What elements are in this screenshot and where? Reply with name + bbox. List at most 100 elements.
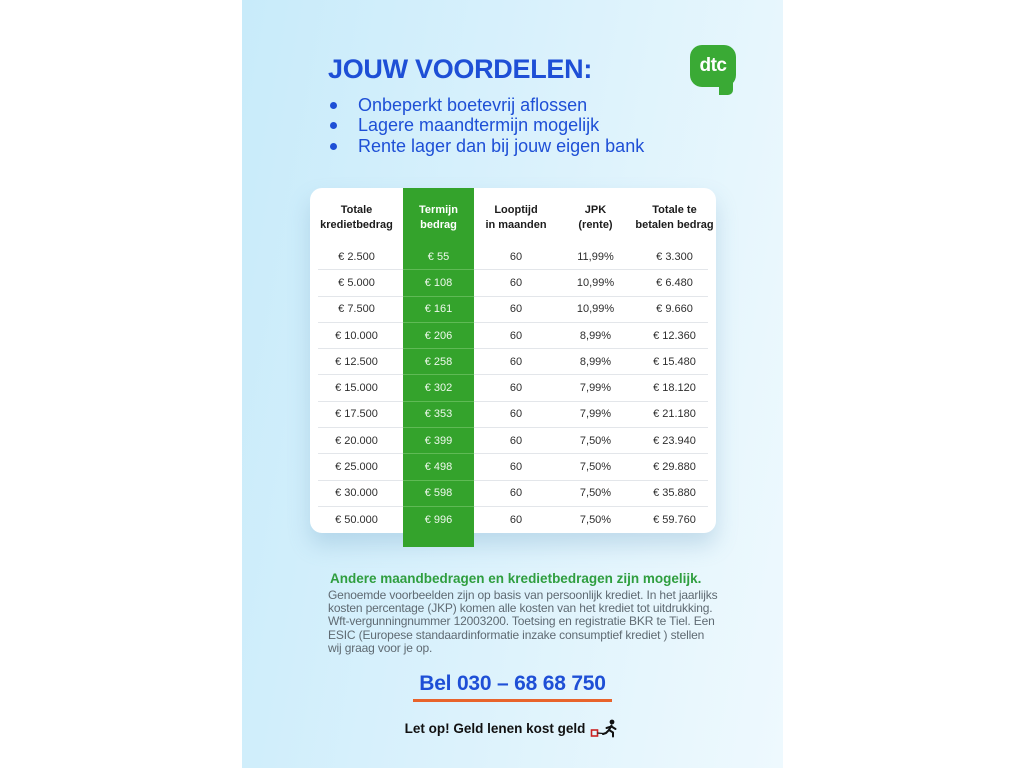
row-separator <box>318 400 708 402</box>
cell-kredietbedrag: € 12.500 <box>335 355 378 368</box>
cell-jpk: 8,99% <box>579 355 612 368</box>
cell-looptijd: 60 <box>509 250 523 263</box>
benefit-item: Onbeperkt boetevrij aflossen <box>330 95 644 116</box>
header-line: in maanden <box>485 219 547 231</box>
table-row: € 7.500 € 161 60 10,99% € 9.660 <box>310 297 716 322</box>
cell-termijnbedrag: € 206 <box>424 329 453 342</box>
cell-looptijd: 60 <box>509 487 523 500</box>
loan-rates-table: Totale kredietbedrag Termijn bedrag Loop… <box>310 188 716 547</box>
cell-kredietbedrag: € 2.500 <box>338 250 375 263</box>
table-row: € 20.000 € 399 60 7,50% € 23.940 <box>310 428 716 453</box>
cell-kredietbedrag: € 30.000 <box>335 487 378 500</box>
cell-termijnbedrag: € 399 <box>424 434 453 447</box>
credit-warning-row: Let op! Geld lenen kost geld <box>242 719 783 738</box>
row-separator <box>318 427 708 429</box>
cell-totaal: € 9.660 <box>656 303 693 316</box>
cell-totaal: € 6.480 <box>656 276 693 289</box>
header-line: betalen bedrag <box>635 219 714 231</box>
flyer-background-band: dtc JOUW VOORDELEN: Onbeperkt boetevrij … <box>242 0 783 768</box>
termijn-column-highlight <box>403 188 474 547</box>
cell-looptijd: 60 <box>509 382 523 395</box>
row-separator <box>318 269 708 271</box>
table-row: € 50.000 € 996 60 7,50% € 59.760 <box>310 507 716 532</box>
row-separator <box>318 321 708 323</box>
credit-warning-text: Let op! Geld lenen kost geld <box>404 721 586 736</box>
phone-link[interactable]: Bel 030 – 68 68 750 <box>413 672 612 702</box>
cell-jpk: 7,50% <box>579 434 612 447</box>
header-line: kredietbedrag <box>320 219 393 231</box>
header-line: bedrag <box>420 219 457 231</box>
header-line: Totale <box>340 204 373 216</box>
table-row: € 2.500 € 55 60 11,99% € 3.300 <box>310 244 716 269</box>
bullet-icon <box>330 142 337 150</box>
cell-jpk: 11,99% <box>577 250 614 263</box>
column-header-termijnbedrag: Termijn bedrag <box>403 188 474 244</box>
row-separator <box>318 295 708 297</box>
cell-looptijd: 60 <box>509 303 523 316</box>
cell-termijnbedrag: € 55 <box>427 250 450 263</box>
cell-termijnbedrag: € 108 <box>424 276 453 289</box>
cell-looptijd: 60 <box>509 434 523 447</box>
header-line: Termijn <box>419 204 458 216</box>
cell-totaal: € 23.940 <box>653 434 696 447</box>
cell-kredietbedrag: € 50.000 <box>335 513 378 526</box>
table-row: € 25.000 € 498 60 7,50% € 29.880 <box>310 454 716 479</box>
cell-kredietbedrag: € 15.000 <box>335 382 378 395</box>
benefit-label: Lagere maandtermijn mogelijk <box>358 115 600 136</box>
ball-and-chain-runner-icon <box>591 719 617 738</box>
row-separator <box>318 374 708 376</box>
benefits-list: Onbeperkt boetevrij aflossen Lagere maan… <box>330 95 644 157</box>
table-row: € 15.000 € 302 60 7,99% € 18.120 <box>310 375 716 400</box>
header-line: (rente) <box>578 219 613 231</box>
benefit-label: Rente lager dan bij jouw eigen bank <box>358 135 645 156</box>
cell-totaal: € 35.880 <box>653 487 696 500</box>
column-header-looptijd: Looptijd in maanden <box>474 188 558 244</box>
dtc-logo-text: dtc <box>699 55 728 76</box>
legal-text: Genoemde voorbeelden zijn op basis van p… <box>328 588 718 655</box>
row-separator <box>318 453 708 455</box>
table-row: € 10.000 € 206 60 8,99% € 12.360 <box>310 323 716 348</box>
cell-jpk: 7,50% <box>579 513 612 526</box>
cell-looptijd: 60 <box>509 276 523 289</box>
bullet-icon <box>330 101 337 109</box>
cell-totaal: € 3.300 <box>656 250 693 263</box>
cell-jpk: 8,99% <box>579 329 612 342</box>
footer-heading: Andere maandbedragen en kredietbedragen … <box>330 571 702 586</box>
cell-jpk: 10,99% <box>576 303 615 316</box>
header-line: Looptijd <box>494 204 538 216</box>
cell-jpk: 7,50% <box>579 461 612 474</box>
table-body: € 2.500 € 55 60 11,99% € 3.300 € 5.000 €… <box>310 244 716 532</box>
cell-looptijd: 60 <box>509 355 523 368</box>
cell-totaal: € 15.480 <box>653 355 696 368</box>
column-header-kredietbedrag: Totale kredietbedrag <box>310 188 403 244</box>
table-row: € 30.000 € 598 60 7,50% € 35.880 <box>310 481 716 506</box>
header-line: Totale te <box>652 204 697 216</box>
column-header-totaal: Totale te betalen bedrag <box>633 188 716 244</box>
cell-kredietbedrag: € 10.000 <box>335 329 378 342</box>
cell-termijnbedrag: € 598 <box>424 487 453 500</box>
cell-kredietbedrag: € 25.000 <box>335 461 378 474</box>
table-row: € 12.500 € 258 60 8,99% € 15.480 <box>310 349 716 374</box>
phone-cta-row: Bel 030 – 68 68 750 <box>242 672 783 702</box>
bullet-icon <box>330 122 337 130</box>
cell-termijnbedrag: € 353 <box>424 408 453 421</box>
header-line: JPK <box>584 204 607 216</box>
table-row: € 17.500 € 353 60 7,99% € 21.180 <box>310 402 716 427</box>
cell-looptijd: 60 <box>509 408 523 421</box>
cell-kredietbedrag: € 5.000 <box>338 276 375 289</box>
cell-looptijd: 60 <box>509 461 523 474</box>
cell-totaal: € 18.120 <box>653 382 696 395</box>
cell-looptijd: 60 <box>509 513 523 526</box>
benefit-label: Onbeperkt boetevrij aflossen <box>358 94 588 115</box>
cell-termijnbedrag: € 996 <box>424 513 453 526</box>
cell-termijnbedrag: € 498 <box>424 461 453 474</box>
benefit-item: Lagere maandtermijn mogelijk <box>330 115 644 137</box>
cell-totaal: € 21.180 <box>653 408 696 421</box>
cell-termijnbedrag: € 161 <box>424 303 453 316</box>
cell-termijnbedrag: € 258 <box>424 355 453 368</box>
cell-jpk: 7,99% <box>579 382 612 395</box>
table-row: € 5.000 € 108 60 10,99% € 6.480 <box>310 270 716 295</box>
cell-totaal: € 29.880 <box>653 461 696 474</box>
row-separator <box>318 479 708 481</box>
cell-jpk: 7,50% <box>579 487 612 500</box>
